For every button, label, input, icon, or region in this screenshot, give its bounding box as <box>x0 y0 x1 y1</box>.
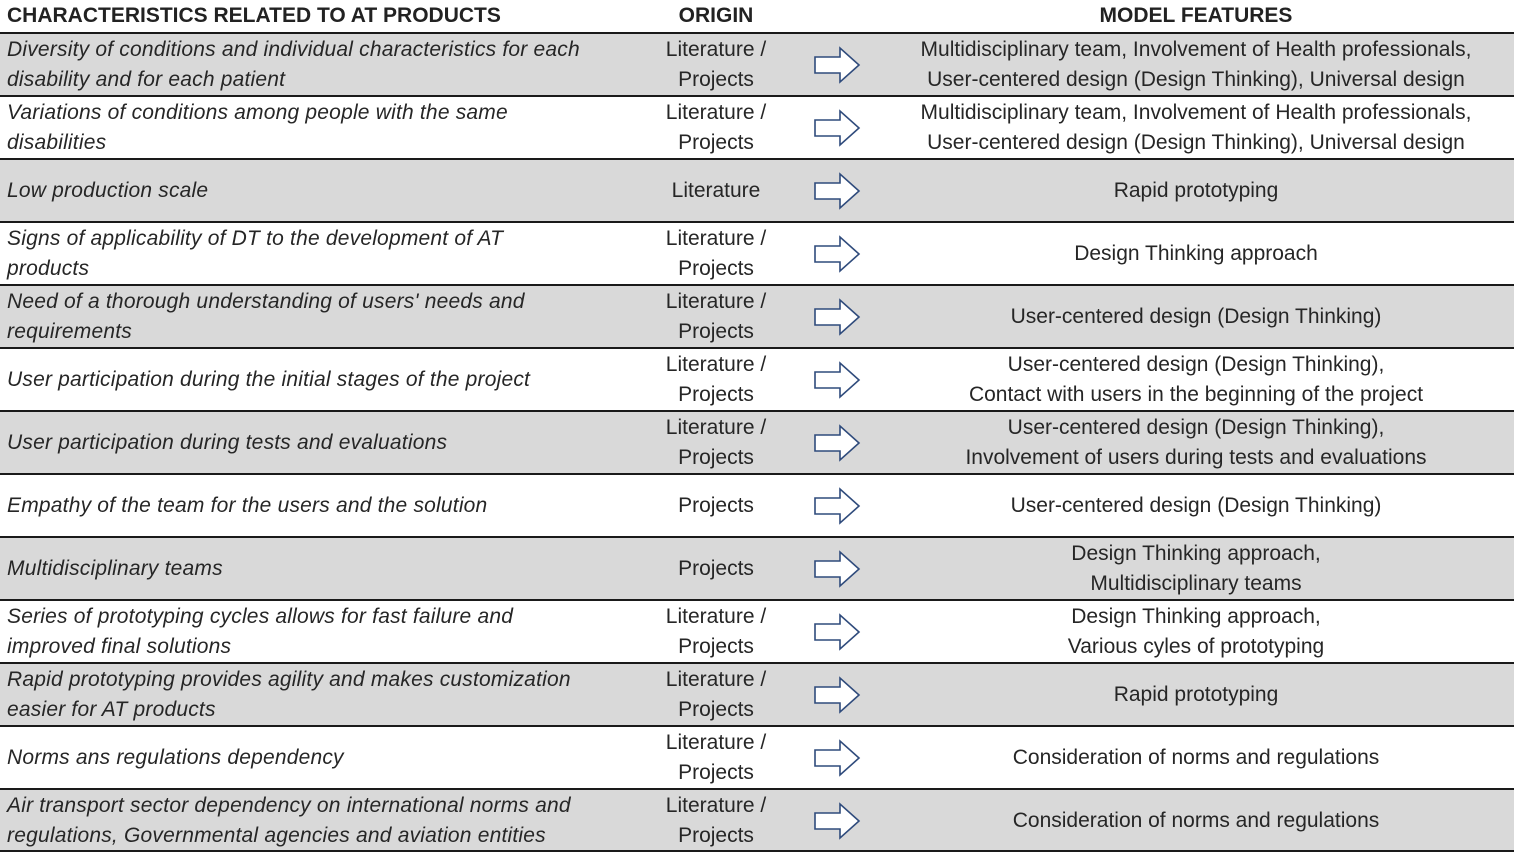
origin-cell: Literature / Projects <box>665 289 767 343</box>
header-origin: ORIGIN <box>678 4 754 27</box>
right-arrow-icon <box>810 538 864 599</box>
right-arrow-icon <box>810 160 864 221</box>
table-row: Rapid prototyping provides agility and m… <box>0 662 1514 725</box>
header-characteristics: CHARACTERISTICS RELATED TO AT PRODUCTS <box>7 4 501 27</box>
table-row: Signs of applicability of DT to the deve… <box>0 221 1514 284</box>
header-model-features: MODEL FEATURES <box>1099 4 1293 27</box>
characteristic-cell: Series of prototyping cycles allows for … <box>7 604 514 658</box>
right-arrow-icon <box>810 34 864 95</box>
characteristic-cell: Need of a thorough understanding of user… <box>7 289 525 343</box>
model-features-cell: Rapid prototyping <box>1113 178 1279 202</box>
characteristic-cell: Variations of conditions among people wi… <box>7 100 508 154</box>
model-features-cell: Multidisciplinary team, Involvement of H… <box>920 37 1472 91</box>
characteristic-cell: Low production scale <box>7 178 209 202</box>
table-row: Empathy of the team for the users and th… <box>0 473 1514 536</box>
model-features-cell: Multidisciplinary team, Involvement of H… <box>920 100 1472 154</box>
model-features-cell: Design Thinking approach, Various cyles … <box>1067 604 1325 658</box>
origin-cell: Literature / Projects <box>665 730 767 784</box>
table-row: User participation during tests and eval… <box>0 410 1514 473</box>
characteristic-cell: Empathy of the team for the users and th… <box>7 493 488 517</box>
origin-cell: Literature / Projects <box>665 415 767 469</box>
model-features-cell: Design Thinking approach <box>1074 241 1318 265</box>
model-features-cell: User-centered design (Design Thinking) <box>1010 493 1382 517</box>
origin-cell: Literature <box>671 178 761 202</box>
right-arrow-icon <box>810 412 864 473</box>
table-row: Air transport sector dependency on inter… <box>0 788 1514 852</box>
right-arrow-icon <box>810 97 864 158</box>
model-features-cell: Consideration of norms and regulations <box>1012 745 1380 769</box>
table-row: Variations of conditions among people wi… <box>0 95 1514 158</box>
origin-cell: Literature / Projects <box>665 226 767 280</box>
table-row: User participation during the initial st… <box>0 347 1514 410</box>
characteristic-cell: Signs of applicability of DT to the deve… <box>7 226 504 280</box>
right-arrow-icon <box>810 349 864 410</box>
model-features-cell: Design Thinking approach, Multidisciplin… <box>1071 541 1321 595</box>
characteristic-cell: Diversity of conditions and individual c… <box>7 37 580 91</box>
characteristic-cell: Air transport sector dependency on inter… <box>7 793 571 847</box>
origin-cell: Literature / Projects <box>665 604 767 658</box>
right-arrow-icon <box>810 790 864 851</box>
right-arrow-icon <box>810 664 864 725</box>
right-arrow-icon <box>810 223 864 284</box>
characteristic-cell: User participation during tests and eval… <box>7 430 448 454</box>
right-arrow-icon <box>810 727 864 788</box>
model-features-cell: User-centered design (Design Thinking) <box>1010 304 1382 328</box>
characteristic-cell: User participation during the initial st… <box>7 367 531 391</box>
origin-cell: Literature / Projects <box>665 667 767 721</box>
origin-cell: Projects <box>678 556 754 580</box>
model-features-cell: Consideration of norms and regulations <box>1012 808 1380 832</box>
characteristic-cell: Rapid prototyping provides agility and m… <box>7 667 571 721</box>
origin-cell: Literature / Projects <box>665 793 767 847</box>
right-arrow-icon <box>810 286 864 347</box>
table-row: Multidisciplinary teams Projects Design … <box>0 536 1514 599</box>
table-row: Series of prototyping cycles allows for … <box>0 599 1514 662</box>
table-row: Need of a thorough understanding of user… <box>0 284 1514 347</box>
origin-cell: Literature / Projects <box>665 352 767 406</box>
model-features-cell: User-centered design (Design Thinking), … <box>965 415 1427 469</box>
origin-cell: Literature / Projects <box>665 100 767 154</box>
right-arrow-icon <box>810 475 864 536</box>
table-row: Low production scale Literature Rapid pr… <box>0 158 1514 221</box>
origin-cell: Projects <box>678 493 754 517</box>
characteristic-cell: Multidisciplinary teams <box>7 556 223 580</box>
characteristic-cell: Norms ans regulations dependency <box>7 745 344 769</box>
model-features-cell: Rapid prototyping <box>1113 682 1279 706</box>
origin-cell: Literature / Projects <box>665 37 767 91</box>
right-arrow-icon <box>810 601 864 662</box>
table-row: Norms ans regulations dependency Literat… <box>0 725 1514 788</box>
model-features-cell: User-centered design (Design Thinking), … <box>968 352 1424 406</box>
table-row: Diversity of conditions and individual c… <box>0 32 1514 95</box>
table-header: CHARACTERISTICS RELATED TO AT PRODUCTS O… <box>0 0 1514 32</box>
